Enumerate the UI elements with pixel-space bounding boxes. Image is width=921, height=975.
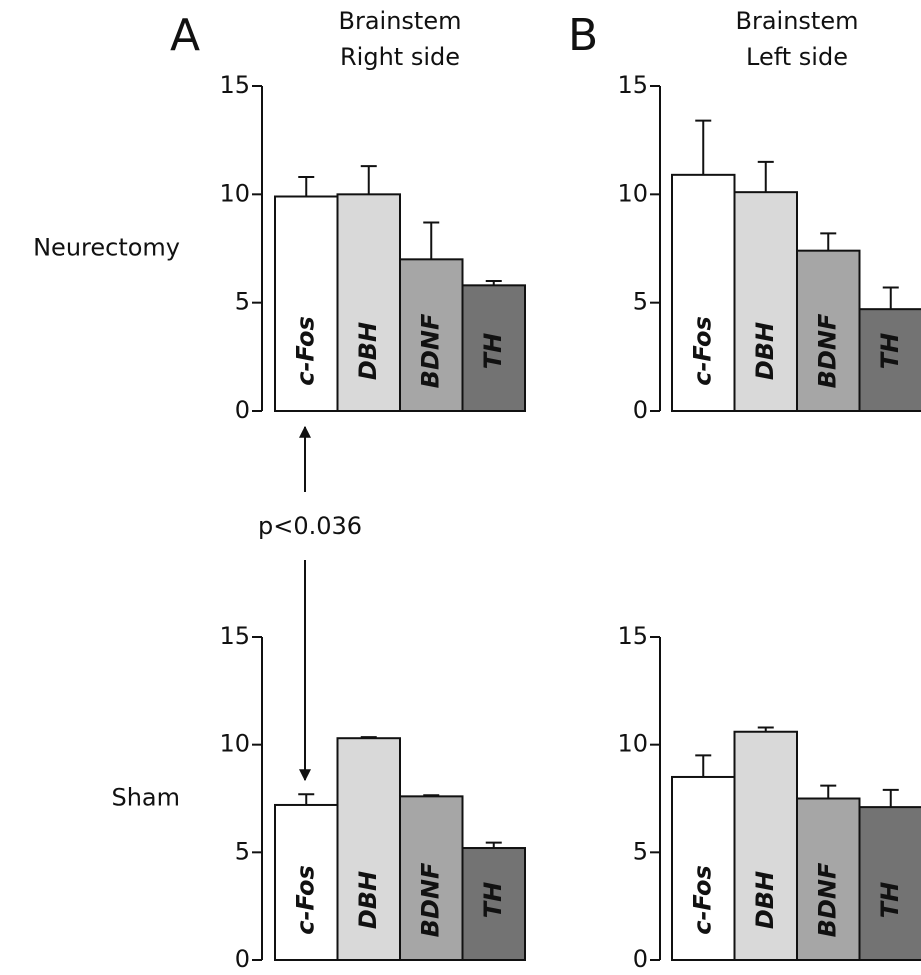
- bar: [461, 847, 526, 962]
- category-label: TH: [479, 882, 507, 918]
- y-tick-label: 15: [617, 71, 648, 99]
- chart-title: Brainstem: [736, 7, 859, 35]
- category-label: DBH: [354, 322, 382, 380]
- y-tick-label: 5: [633, 837, 648, 865]
- y-tick-label: 10: [617, 179, 648, 207]
- bar: [461, 284, 526, 413]
- category-label: c-Fos: [688, 316, 716, 386]
- y-tick-label: 10: [219, 730, 250, 758]
- bar: [336, 737, 401, 961]
- y-tick-label: 5: [235, 837, 250, 865]
- bar: [274, 195, 339, 412]
- y-tick-label: 15: [617, 622, 648, 650]
- bar: [858, 806, 921, 962]
- category-label: TH: [479, 333, 507, 369]
- chart-title: Right side: [340, 43, 460, 71]
- category-label: BDNF: [813, 313, 841, 388]
- panel-label: A: [170, 10, 200, 61]
- y-tick-label: 10: [219, 179, 250, 207]
- panel-label: B: [568, 10, 598, 61]
- y-tick-label: 15: [219, 622, 250, 650]
- bar: [733, 191, 798, 412]
- y-tick-label: 15: [219, 71, 250, 99]
- category-label: TH: [876, 882, 904, 918]
- chart-title: Left side: [746, 43, 848, 71]
- category-label: c-Fos: [291, 316, 319, 386]
- y-tick-label: 0: [235, 945, 250, 973]
- category-label: DBH: [751, 871, 779, 929]
- y-tick-label: 10: [617, 730, 648, 758]
- bar: [858, 308, 921, 412]
- category-label: DBH: [751, 322, 779, 380]
- category-label: BDNF: [416, 313, 444, 388]
- category-label: BDNF: [813, 862, 841, 937]
- bar: [336, 193, 401, 412]
- y-tick-label: 0: [633, 945, 648, 973]
- y-tick-label: 5: [633, 288, 648, 316]
- category-label: DBH: [354, 871, 382, 929]
- bar: [796, 797, 861, 961]
- y-tick-label: 0: [235, 396, 250, 424]
- annotation: p<0.036: [258, 512, 362, 540]
- y-tick-label: 5: [235, 288, 250, 316]
- category-label: c-Fos: [688, 865, 716, 935]
- row-label: Sham: [111, 784, 180, 812]
- y-tick-label: 0: [633, 396, 648, 424]
- category-label: c-Fos: [291, 865, 319, 935]
- chart-title: Brainstem: [339, 7, 462, 35]
- category-label: TH: [876, 333, 904, 369]
- category-label: BDNF: [416, 862, 444, 937]
- bar: [274, 803, 339, 962]
- bar: [796, 249, 861, 412]
- row-label: Neurectomy: [33, 234, 180, 262]
